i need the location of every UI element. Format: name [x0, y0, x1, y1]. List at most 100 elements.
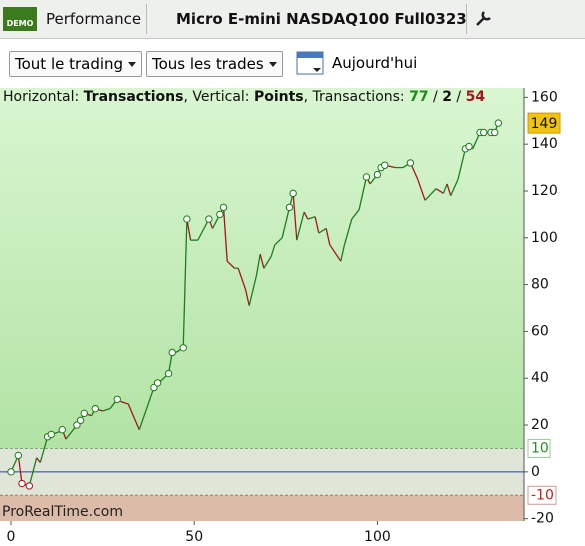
equity-segment — [343, 218, 353, 245]
equity-segment — [296, 211, 305, 241]
info-v-value: Points — [254, 89, 304, 105]
loss-zone — [0, 495, 524, 521]
trade-marker — [362, 173, 371, 181]
equity-segment — [307, 216, 316, 220]
trade-marker — [285, 203, 294, 212]
chart: 10 -10 -20 0 20 40 60 80 100 120 140 160 0 50 100 Horiz… — [0, 88, 561, 545]
profit-zone — [0, 88, 524, 449]
equity-segment — [450, 179, 459, 196]
equity-segment — [314, 216, 320, 234]
equity-segment — [248, 275, 258, 306]
scope-select[interactable]: Tout le trading — [9, 51, 143, 77]
y-tick-label: 20 — [531, 417, 549, 433]
equity-segment — [237, 268, 247, 290]
equity-segment — [442, 183, 448, 194]
equity-segment — [244, 289, 250, 306]
equity-segment — [340, 244, 346, 262]
trade-marker — [183, 215, 191, 223]
equity-segment — [446, 183, 452, 196]
trade-marker — [164, 369, 173, 378]
info-losers: 54 — [466, 89, 486, 105]
trade-marker — [216, 210, 224, 219]
demo-badge: DEMO — [3, 7, 37, 31]
equity-segment — [138, 408, 148, 430]
equity-segment — [226, 260, 235, 269]
settings-icon[interactable] — [474, 8, 494, 28]
info-v-label: , Vertical: — [183, 89, 253, 105]
info-neutral: 2 — [442, 89, 452, 105]
equity-segment — [222, 207, 228, 262]
trade-marker — [494, 119, 503, 127]
view-name[interactable]: Performance — [46, 10, 142, 28]
trade-marker — [465, 142, 473, 151]
period[interactable]: Aujourd'hui — [332, 54, 418, 72]
trade-marker — [47, 430, 56, 439]
y-tick-label: 40 — [531, 370, 549, 386]
y-tick-label: 140 — [531, 136, 558, 152]
trade-marker — [479, 128, 488, 137]
equity-segment — [325, 228, 331, 245]
upper-band-box — [527, 438, 551, 458]
x-tick-label: 0 — [7, 529, 16, 545]
equity-segment — [39, 436, 49, 463]
equity-segment — [127, 403, 140, 430]
equity-segment — [28, 457, 38, 487]
last-value-label: 149 — [531, 116, 558, 132]
calendar-icon[interactable] — [296, 48, 326, 76]
chart-info: Horizontal: Transactions, Vertical: Poin… — [3, 89, 485, 105]
y-tick-label: 160 — [531, 89, 558, 105]
y-tick-label: -20 — [531, 511, 554, 527]
equity-segment — [182, 219, 188, 348]
info-h-label: Horizontal: — [3, 89, 84, 105]
equity-segment — [281, 207, 291, 238]
equity-segment — [424, 188, 437, 201]
y-tick-label: 0 — [531, 464, 540, 480]
y-tick-label: 60 — [531, 323, 549, 339]
equity-segment — [120, 401, 129, 405]
trade-marker — [179, 344, 187, 352]
lower-band-box — [527, 485, 557, 505]
equity-segment — [303, 211, 309, 220]
equity-segment — [197, 218, 210, 241]
trade-marker — [14, 451, 23, 460]
trade-marker — [58, 426, 66, 434]
trade-marker — [168, 348, 176, 357]
upper-band-label: 10 — [531, 440, 549, 456]
equity-segment — [270, 244, 276, 257]
equity-segment — [65, 429, 74, 440]
trade-marker — [153, 379, 162, 387]
instrument[interactable]: Micro E-mini NASDAQ100 Full0323 — [176, 10, 467, 28]
info-h-value: Transactions — [84, 89, 184, 105]
equity-segment — [36, 457, 41, 463]
trade-marker — [7, 468, 15, 476]
equity-segment — [263, 256, 272, 269]
trade-marker — [80, 409, 88, 418]
equity-segment — [255, 254, 261, 276]
trade-marker — [373, 170, 382, 179]
separator — [146, 4, 147, 34]
equity-segment — [358, 176, 368, 210]
trades-select[interactable]: Tous les trades — [146, 51, 283, 77]
trade-marker — [381, 161, 389, 169]
info-slash1: / — [429, 89, 443, 105]
equity-segment — [17, 455, 23, 484]
info-winners: 77 — [409, 89, 428, 105]
trade-marker — [91, 404, 99, 413]
trade-marker — [406, 159, 415, 167]
equity-segment — [292, 193, 298, 241]
watermark: ProRealTime.com — [2, 504, 123, 520]
equity-segment — [145, 387, 155, 409]
equity-segment — [259, 254, 265, 269]
trade-marker — [219, 203, 228, 212]
info-slash2: / — [452, 89, 466, 105]
equity-segment — [417, 179, 426, 201]
last-value-tag — [527, 112, 561, 134]
equity-segment — [318, 227, 327, 234]
lower-band-label: -10 — [531, 487, 554, 503]
y-tick-label: 80 — [531, 277, 549, 293]
equity-segment — [274, 237, 283, 246]
trade-marker — [289, 189, 297, 198]
info-t-label: , Transactions: — [304, 89, 409, 105]
trade-marker — [113, 395, 121, 403]
